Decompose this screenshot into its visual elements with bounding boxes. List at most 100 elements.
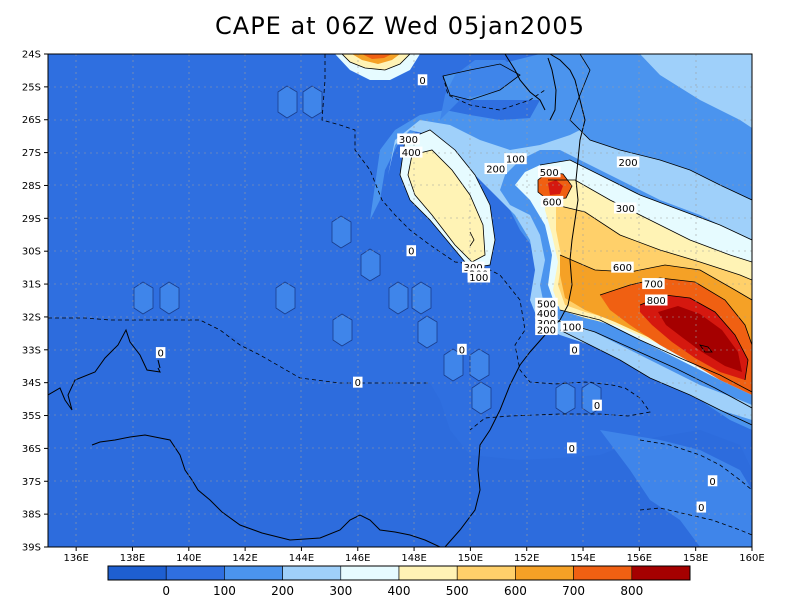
contour-label: 100 — [560, 320, 584, 333]
contour-label-text: 0 — [355, 378, 361, 389]
y-tick-label: 30S — [22, 247, 41, 258]
contour-label-bg — [616, 156, 640, 168]
cape-band-100-west — [440, 60, 520, 120]
contour-label-bg — [592, 399, 602, 411]
contour-label-bg — [560, 320, 584, 332]
cape-band-900 — [658, 306, 742, 372]
contour-label-bg — [614, 202, 637, 214]
contour-label: 0 — [567, 442, 577, 455]
y-tick-label: 36S — [22, 444, 41, 455]
contour-label: 0 — [696, 501, 707, 514]
contour-label-bg — [535, 324, 558, 336]
contour-label-text: 100 — [562, 322, 581, 333]
contour-label-text: 0 — [594, 401, 600, 412]
y-tick-label: 37S — [22, 477, 41, 488]
x-tick-label: 138E — [120, 553, 145, 564]
y-tick-label: 25S — [22, 82, 41, 93]
x-tick-label: 150E — [458, 553, 483, 564]
contour-label-text: 300 — [399, 135, 418, 146]
contour-label-text: 500 — [540, 168, 559, 179]
contour-label: 400 — [535, 307, 558, 320]
contour-label-text: 0 — [709, 477, 715, 488]
contour-label-text: 0 — [408, 247, 414, 258]
contour-label: 0 — [417, 74, 428, 87]
x-tick-label: 148E — [401, 553, 426, 564]
contour-label: 600 — [611, 261, 634, 274]
y-tick-label: 33S — [22, 345, 41, 356]
colorbar-swatch — [282, 565, 342, 581]
contour-label-bg — [457, 343, 467, 355]
colorbar-swatch — [456, 565, 516, 581]
contour-label-text: 0 — [459, 345, 465, 356]
coastline — [48, 54, 586, 547]
x-tick-label: 154E — [570, 553, 595, 564]
contour-label: 100 — [504, 153, 527, 166]
colorbar-label: 200 — [271, 584, 294, 598]
contour-label: 0 — [569, 343, 580, 356]
cape-cells-100 — [133, 85, 602, 415]
y-tick-label: 34S — [22, 378, 41, 389]
contour-label-bg — [645, 294, 668, 306]
contour-label-text: 700 — [644, 280, 663, 291]
contour-label-bg — [417, 74, 428, 86]
contour-label: 800 — [645, 294, 668, 307]
contour-label-bg — [569, 343, 580, 355]
contour-label-bg — [535, 317, 558, 329]
contour-label-bg — [696, 501, 707, 513]
contour-label: 0 — [457, 343, 467, 356]
contour-label: 200 — [535, 324, 558, 337]
x-tick-label: 158E — [683, 553, 708, 564]
contour-label-bg — [535, 307, 558, 319]
contour-label-text: 200 — [619, 158, 638, 169]
colorbar-label: 800 — [620, 584, 643, 598]
contour-label: 300 — [397, 133, 420, 146]
contour-label: 0 — [707, 475, 718, 488]
contour-label-bg — [397, 133, 420, 145]
colorbar-swatch — [573, 565, 633, 581]
contour-label-text: 0 — [569, 444, 575, 455]
map-title: CAPE at 06Z Wed 05jan2005 — [215, 12, 585, 40]
contour-label-bg — [484, 163, 507, 175]
colorbar-swatch — [631, 565, 691, 581]
colorbar-label: 300 — [329, 584, 352, 598]
y-tick-label: 26S — [22, 115, 41, 126]
colorbar-label: 500 — [446, 584, 469, 598]
contour-label-text: 500 — [537, 299, 556, 310]
x-tick-label: 156E — [627, 553, 652, 564]
contour-label: 200 — [616, 156, 640, 169]
contour-label: 100 — [467, 271, 491, 284]
y-tick-label: 32S — [22, 312, 41, 323]
contour-label-text: 200 — [537, 326, 556, 337]
contour-label-text: 0 — [157, 349, 163, 360]
colorbar-swatch — [107, 565, 167, 581]
colorbar-label: 0 — [162, 584, 170, 598]
contour-label-text: 100 — [506, 155, 525, 166]
contour-label-bg — [611, 261, 634, 273]
cape-band-100-south — [600, 430, 752, 547]
contour-label-bg — [504, 153, 527, 165]
colorbar: 0 100 200 300 400 500 600 700 800 — [107, 565, 691, 598]
contour-label-bg — [467, 271, 491, 283]
y-tick-label: 35S — [22, 411, 41, 422]
y-tick-label: 38S — [22, 510, 41, 521]
x-tick-label: 144E — [289, 553, 314, 564]
y-tick-label: 28S — [22, 181, 41, 192]
contour-label-text: 0 — [571, 345, 577, 356]
contour-label: 700 — [642, 278, 665, 291]
contour-label: 200 — [484, 163, 507, 176]
contour-label-bg — [400, 146, 423, 158]
colorbar-swatch — [515, 565, 574, 581]
contour-label: 400 — [400, 146, 423, 159]
contour-label-bg — [406, 245, 417, 257]
contour-label-bg — [642, 278, 665, 290]
contour-label-text: 100 — [469, 273, 488, 284]
colorbar-label: 600 — [504, 584, 527, 598]
contour-label: 500 — [537, 166, 561, 179]
colorbar-swatch — [340, 565, 400, 581]
y-tick-label: 27S — [22, 148, 41, 159]
x-tick-label: 152E — [514, 553, 539, 564]
contour-label: 300 — [614, 202, 637, 215]
contour-label-bg — [461, 261, 485, 273]
cape-top-spot-core — [352, 54, 400, 64]
map-frame — [47, 53, 753, 548]
